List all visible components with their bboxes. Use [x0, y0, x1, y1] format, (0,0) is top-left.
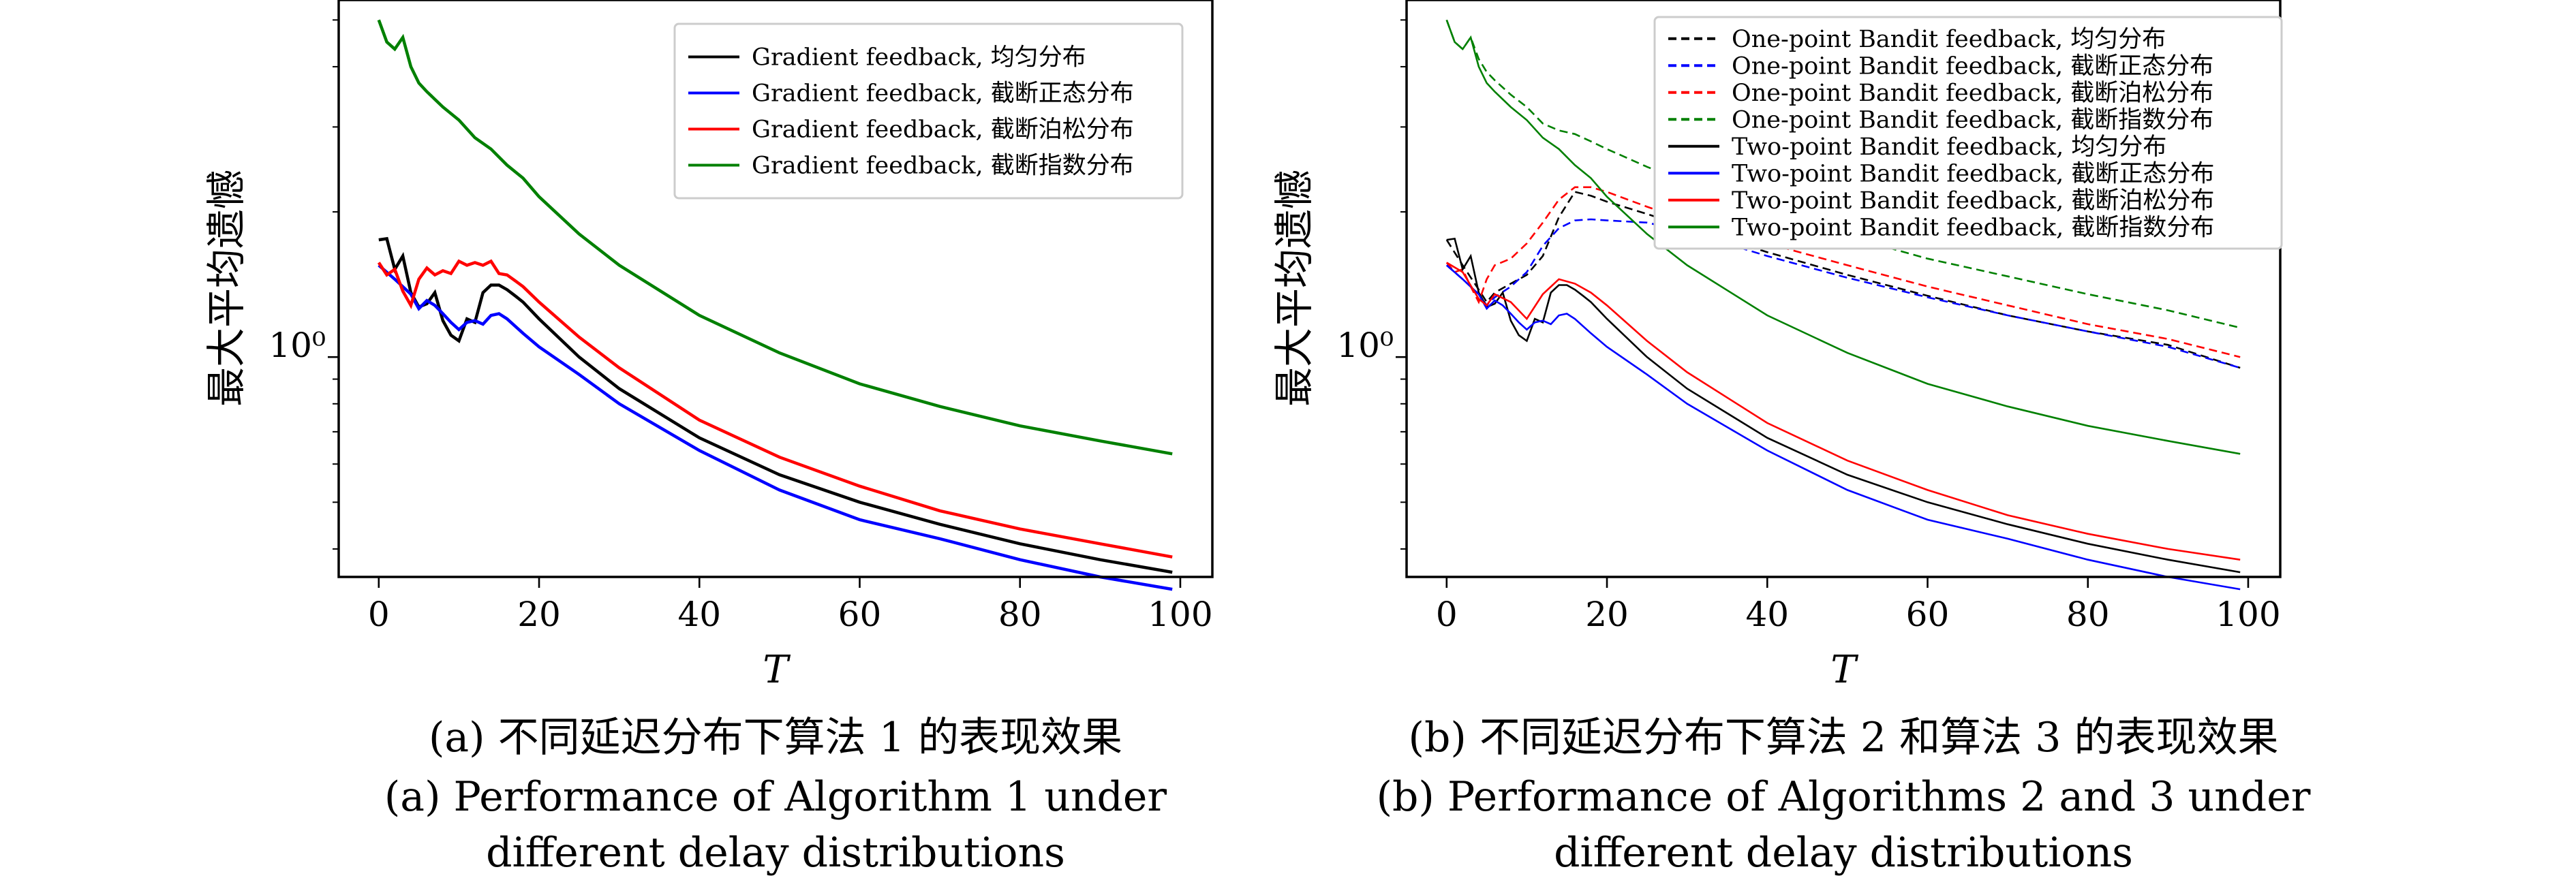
panel-b-caption-cn: (b) 不同延迟分布下算法 2 和算法 3 的表现效果: [1409, 714, 2279, 762]
panel-a-legend: Gradient feedback, 均匀分布 Gradient feedback…: [673, 22, 1184, 200]
legend-entry-label: One-point Bandit feedback, 截断正态分布: [1732, 52, 2213, 80]
series-line-5: [1446, 237, 2241, 574]
x-tick-label: 20: [1585, 595, 1629, 634]
panel-a-y-axis-label: 最大平均遗憾: [203, 170, 249, 407]
panel-b-plot-frame: [1405, 0, 2282, 578]
x-tick-label: 100: [2215, 595, 2280, 634]
panel-b-series: [1445, 19, 2241, 591]
panel-a-caption-cn: (a) 不同延迟分布下算法 1 的表现效果: [429, 714, 1122, 762]
legend-frame: [1653, 16, 2283, 250]
series-line-4: [1445, 19, 2241, 329]
series-line-7: [1446, 262, 2241, 561]
panel-a-ytick-label: 10⁰: [269, 326, 326, 365]
series-line-1: [378, 236, 1173, 574]
x-tick-label: 60: [838, 595, 882, 634]
legend-entry-label: Two-point Bandit feedback, 截断正态分布: [1732, 160, 2214, 187]
legend-entry-label: One-point Bandit feedback, 截断泊松分布: [1732, 80, 2213, 107]
legend-entry-label: Gradient feedback, 均匀分布: [752, 44, 1086, 72]
panel-a-caption-en-line2: different delay distributions: [486, 829, 1065, 877]
panel-b-legend: One-point Bandit feedback, 均匀分布One-point…: [1653, 16, 2283, 250]
panel-b-chart: 0 20 40 60 80 100 10⁰ T 最大平均遗憾 One-point Band…: [1271, 0, 2311, 877]
x-tick-label: 40: [677, 595, 721, 634]
panel-b-caption-en-line1: (b) Performance of Algorithms 2 and 3 un…: [1377, 773, 2311, 821]
legend-entry-label: Two-point Bandit feedback, 截断泊松分布: [1732, 187, 2214, 215]
series-line-3: [1445, 186, 2241, 358]
legend-entry-label: One-point Bandit feedback, 均匀分布: [1732, 26, 2166, 53]
series-line-3: [377, 259, 1173, 559]
panel-a-chart: 0 20 40 60 80 100 10⁰ T 最大平均遗憾 Gradient feedb…: [203, 0, 1214, 877]
panel-a-plot-frame: [337, 0, 1214, 578]
x-tick-label: 40: [1745, 595, 1789, 634]
legend-frame: [673, 22, 1184, 200]
x-tick-label: 20: [517, 595, 561, 634]
legend-entry-label: Two-point Bandit feedback, 均匀分布: [1732, 134, 2166, 161]
legend-entry-label: Gradient feedback, 截断正态分布: [752, 80, 1134, 108]
series-line-4: [377, 19, 1173, 456]
series-line-2: [378, 264, 1173, 591]
panel-a-caption-en-line1: (a) Performance of Algorithm 1 under: [384, 773, 1167, 821]
panel-a-series: [377, 19, 1173, 591]
x-tick-label: 80: [2066, 595, 2110, 634]
x-tick-label: 60: [1906, 595, 1950, 634]
legend-entry-label: Gradient feedback, 截断泊松分布: [752, 116, 1134, 144]
series-line-1: [1445, 191, 2241, 369]
panel-b-y-axis-label: 最大平均遗憾: [1271, 170, 1317, 407]
legend-entry-label: Two-point Bandit feedback, 截断指数分布: [1732, 214, 2214, 241]
panel-a-ticks: 0 20 40 60 80 100: [328, 19, 1213, 634]
panel-b-ticks: 0 20 40 60 80 100: [1396, 19, 2281, 634]
series-line-2: [1445, 218, 2241, 369]
x-tick-label: 100: [1148, 595, 1212, 634]
x-tick-label: 0: [368, 595, 390, 634]
series-line-6: [1445, 264, 2241, 591]
legend-entry-label: One-point Bandit feedback, 截断指数分布: [1732, 106, 2213, 134]
x-tick-label: 80: [998, 595, 1042, 634]
series-line-8: [1445, 19, 2241, 455]
panel-b-x-axis-label: T: [1830, 648, 1858, 692]
panel-b-caption-en-line2: different delay distributions: [1554, 829, 2133, 877]
x-tick-label: 0: [1436, 595, 1458, 634]
legend-entry-label: Gradient feedback, 截断指数分布: [752, 153, 1134, 180]
panel-a-x-axis-label: T: [763, 648, 791, 692]
panel-b-ytick-label: 10⁰: [1336, 326, 1394, 365]
